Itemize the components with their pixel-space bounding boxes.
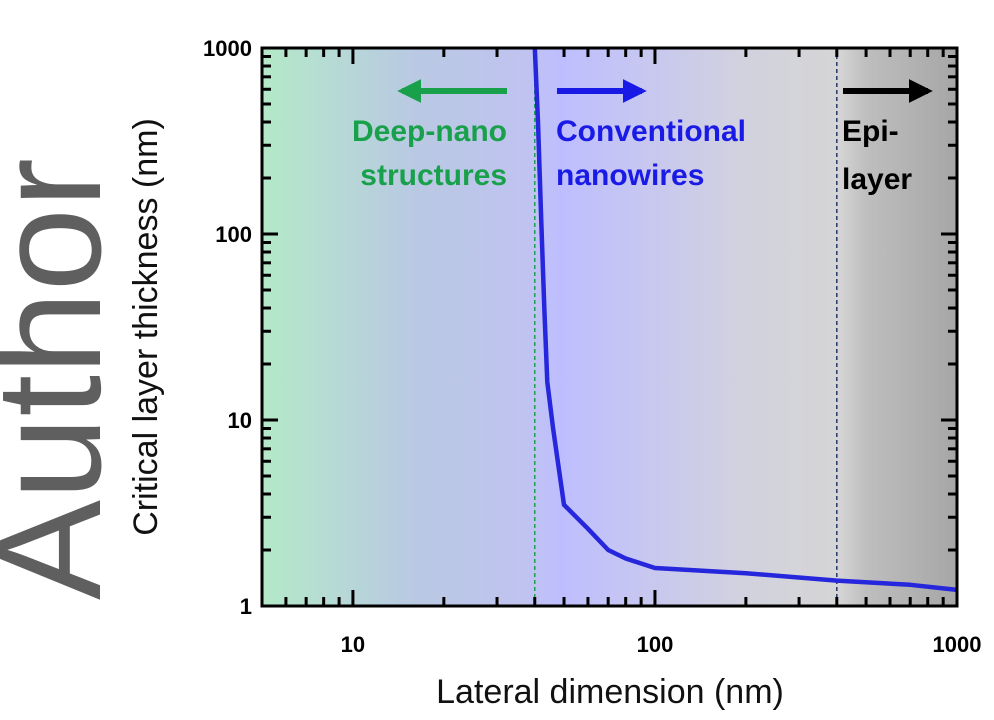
region-label-epi-layer-line-2: layer (842, 163, 912, 196)
y-axis-title: Critical layer thickness (nm) (127, 118, 165, 536)
region-label-conventional-line-2: nanowires (556, 159, 704, 192)
plot-background (262, 48, 957, 606)
critical-thickness-curve (532, 47, 958, 593)
x-tick-label: 10 (341, 632, 365, 657)
plot-frame (260, 46, 959, 608)
y-tick-label: 1 (240, 594, 252, 619)
region-label-deep-nano-line-2: structures (360, 159, 507, 192)
y-tick-label: 10 (228, 408, 252, 433)
y-tick-label: 100 (215, 222, 252, 247)
x-axis-title: Lateral dimension (nm) (436, 673, 784, 711)
x-tick-label: 1000 (933, 632, 982, 657)
region-label-conventional-line-1: Conventional (556, 115, 746, 148)
y-tick-label: 1000 (203, 36, 252, 61)
region-label-deep-nano-line-1: Deep-nano (352, 115, 507, 148)
author-watermark: Author (0, 158, 132, 600)
region-label-epi-layer-line-1: Epi- (842, 115, 899, 148)
x-tick-label: 100 (637, 632, 674, 657)
